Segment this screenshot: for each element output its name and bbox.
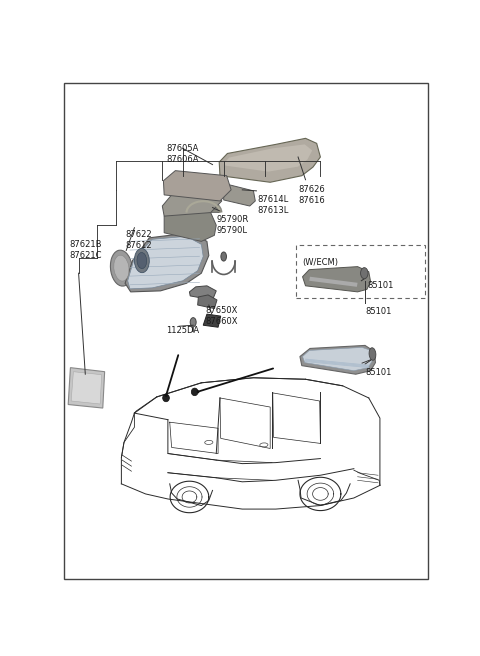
Bar bbox=[296, 245, 425, 298]
Polygon shape bbox=[71, 372, 102, 404]
Ellipse shape bbox=[369, 348, 376, 360]
Ellipse shape bbox=[110, 250, 132, 286]
Ellipse shape bbox=[134, 249, 149, 273]
Polygon shape bbox=[309, 277, 358, 287]
Polygon shape bbox=[163, 171, 231, 201]
Ellipse shape bbox=[192, 388, 198, 396]
Text: 85101: 85101 bbox=[365, 367, 391, 377]
Polygon shape bbox=[203, 314, 221, 327]
Text: 1125DA: 1125DA bbox=[166, 326, 199, 335]
Ellipse shape bbox=[221, 252, 227, 261]
Ellipse shape bbox=[163, 394, 169, 401]
Ellipse shape bbox=[137, 253, 147, 269]
Text: 87622
87612: 87622 87612 bbox=[125, 230, 152, 251]
Text: 87614L
87613L: 87614L 87613L bbox=[257, 195, 288, 215]
Polygon shape bbox=[300, 346, 375, 374]
Text: (W/ECM): (W/ECM) bbox=[302, 258, 338, 267]
Ellipse shape bbox=[360, 268, 368, 279]
Polygon shape bbox=[125, 233, 209, 292]
Polygon shape bbox=[224, 185, 255, 206]
Polygon shape bbox=[186, 209, 220, 213]
Text: 87621B
87621C: 87621B 87621C bbox=[69, 240, 102, 260]
Polygon shape bbox=[302, 266, 371, 292]
Polygon shape bbox=[198, 295, 217, 308]
Polygon shape bbox=[224, 144, 312, 172]
Polygon shape bbox=[302, 348, 372, 371]
Polygon shape bbox=[162, 192, 222, 216]
Text: 85101: 85101 bbox=[367, 281, 393, 291]
Polygon shape bbox=[164, 206, 216, 241]
Text: 87605A
87606A: 87605A 87606A bbox=[167, 144, 199, 165]
Text: 85101: 85101 bbox=[365, 307, 391, 316]
Text: 87650X
87660X: 87650X 87660X bbox=[205, 306, 238, 326]
Ellipse shape bbox=[114, 255, 129, 281]
Polygon shape bbox=[68, 367, 105, 408]
Text: 95790R
95790L: 95790R 95790L bbox=[216, 215, 249, 236]
Polygon shape bbox=[190, 286, 216, 300]
Text: 87626
87616: 87626 87616 bbox=[298, 185, 325, 205]
Ellipse shape bbox=[190, 318, 196, 327]
Polygon shape bbox=[128, 236, 203, 289]
Polygon shape bbox=[219, 138, 321, 182]
